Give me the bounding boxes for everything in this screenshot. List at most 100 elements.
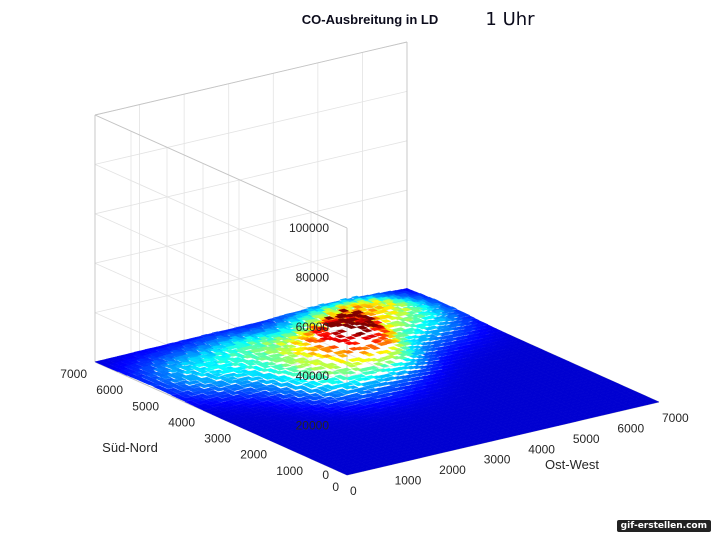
surface-patch — [235, 381, 247, 386]
surface-patch — [184, 381, 196, 386]
surface-patch — [337, 305, 349, 310]
surface-patch — [199, 380, 212, 385]
surface-patch — [295, 359, 308, 364]
surface-patch — [431, 332, 444, 337]
x-axis-label: Ost-West — [545, 457, 599, 472]
surface-patch — [210, 345, 222, 350]
surface-patch — [253, 352, 265, 356]
surface-patch — [225, 380, 237, 384]
surface-patch — [160, 375, 172, 380]
x-tick-label: 4000 — [528, 442, 555, 456]
surface-patch — [210, 376, 223, 380]
surface-patch — [379, 329, 391, 334]
surface-patch — [208, 365, 220, 370]
surface-patch — [383, 324, 396, 329]
grid-line — [94, 164, 348, 278]
surface-patch — [304, 319, 316, 324]
surface-patch — [239, 346, 252, 351]
y-tick-label: 3000 — [204, 432, 231, 446]
z-tick-label: 40000 — [296, 369, 330, 383]
surface-patch — [289, 341, 302, 346]
surface-patch — [246, 377, 259, 382]
surface-patch — [352, 310, 364, 314]
surface-patch — [217, 370, 229, 375]
surface-patch — [403, 335, 416, 340]
surface-patch — [154, 377, 167, 381]
watermark-logo: gif-erstellen.com — [616, 520, 711, 532]
surface-patch — [411, 308, 423, 313]
surface-patch — [201, 395, 213, 400]
surface-patch — [232, 373, 244, 378]
surface-patch — [289, 321, 301, 326]
grid-line — [94, 140, 408, 215]
surface-patch — [179, 361, 191, 366]
grid-line — [94, 239, 408, 313]
surface-patch — [420, 316, 432, 321]
surface-patch — [384, 360, 396, 365]
surface-patch — [325, 323, 338, 328]
surface-patch — [348, 317, 360, 322]
chart-title: CO-Ausbreitung in LD — [302, 12, 439, 27]
surface-patch — [202, 367, 215, 372]
z-tick-label: 0 — [322, 468, 329, 482]
y-tick-label: 4000 — [168, 415, 195, 429]
surface-patch — [366, 308, 379, 313]
surface-patch — [361, 328, 373, 333]
surface-patch — [244, 365, 256, 370]
surface-patch — [304, 338, 316, 343]
surface-patch — [211, 372, 224, 377]
surface-patch — [319, 336, 331, 341]
surface-patch — [365, 312, 378, 317]
surface-patch — [291, 326, 304, 331]
surface-patch — [167, 368, 179, 373]
surface-patch — [337, 353, 349, 358]
y-axis-label: Süd-Nord — [102, 440, 158, 455]
surface-patch — [175, 377, 187, 382]
axis-edge — [94, 114, 348, 229]
surface-patch — [293, 348, 305, 353]
surface-patch — [145, 373, 158, 378]
surface-patch — [400, 307, 412, 312]
surface-patch — [260, 341, 273, 346]
z-tick-label: 20000 — [296, 419, 330, 433]
surface-patch — [164, 360, 177, 365]
surface-patch — [196, 372, 208, 377]
surface-patch — [408, 320, 420, 324]
surface-patch — [162, 385, 175, 389]
surface-patch — [238, 350, 250, 355]
surface-patch — [311, 330, 323, 335]
y-tick-label: 5000 — [132, 399, 159, 413]
surface-patches — [94, 288, 660, 476]
surface-patch — [236, 377, 249, 382]
x-tick-label: 5000 — [573, 432, 600, 446]
surface-patch — [258, 336, 270, 341]
surface-patch — [353, 314, 366, 318]
x-tick-label: 7000 — [662, 411, 689, 425]
surface-patch — [227, 352, 239, 357]
surface-patch — [307, 347, 320, 352]
surface-patch — [331, 322, 343, 327]
surface-patch — [251, 381, 263, 385]
y-tick-label: 6000 — [96, 383, 123, 397]
grid-line — [94, 213, 348, 328]
surface-patch — [202, 391, 214, 396]
surface-patch — [298, 323, 310, 328]
surface-patch — [337, 308, 350, 313]
surface-patch — [193, 363, 206, 368]
surface-patch — [300, 342, 312, 347]
surface-patch — [262, 376, 274, 380]
surface-patch — [148, 382, 160, 387]
surface-patch — [186, 392, 198, 397]
surface-patch — [334, 334, 347, 339]
surface-patch — [245, 362, 257, 366]
surface-patch — [396, 303, 409, 308]
axis-edge — [94, 41, 408, 116]
surface-patch — [302, 332, 314, 337]
x-tick-label: 6000 — [617, 421, 644, 435]
surface-patch — [214, 383, 226, 388]
surface-patch — [341, 318, 353, 323]
surface-patch — [228, 387, 241, 392]
surface-patch — [229, 362, 242, 367]
surface-patch — [330, 331, 342, 336]
surface-patch — [179, 397, 192, 402]
